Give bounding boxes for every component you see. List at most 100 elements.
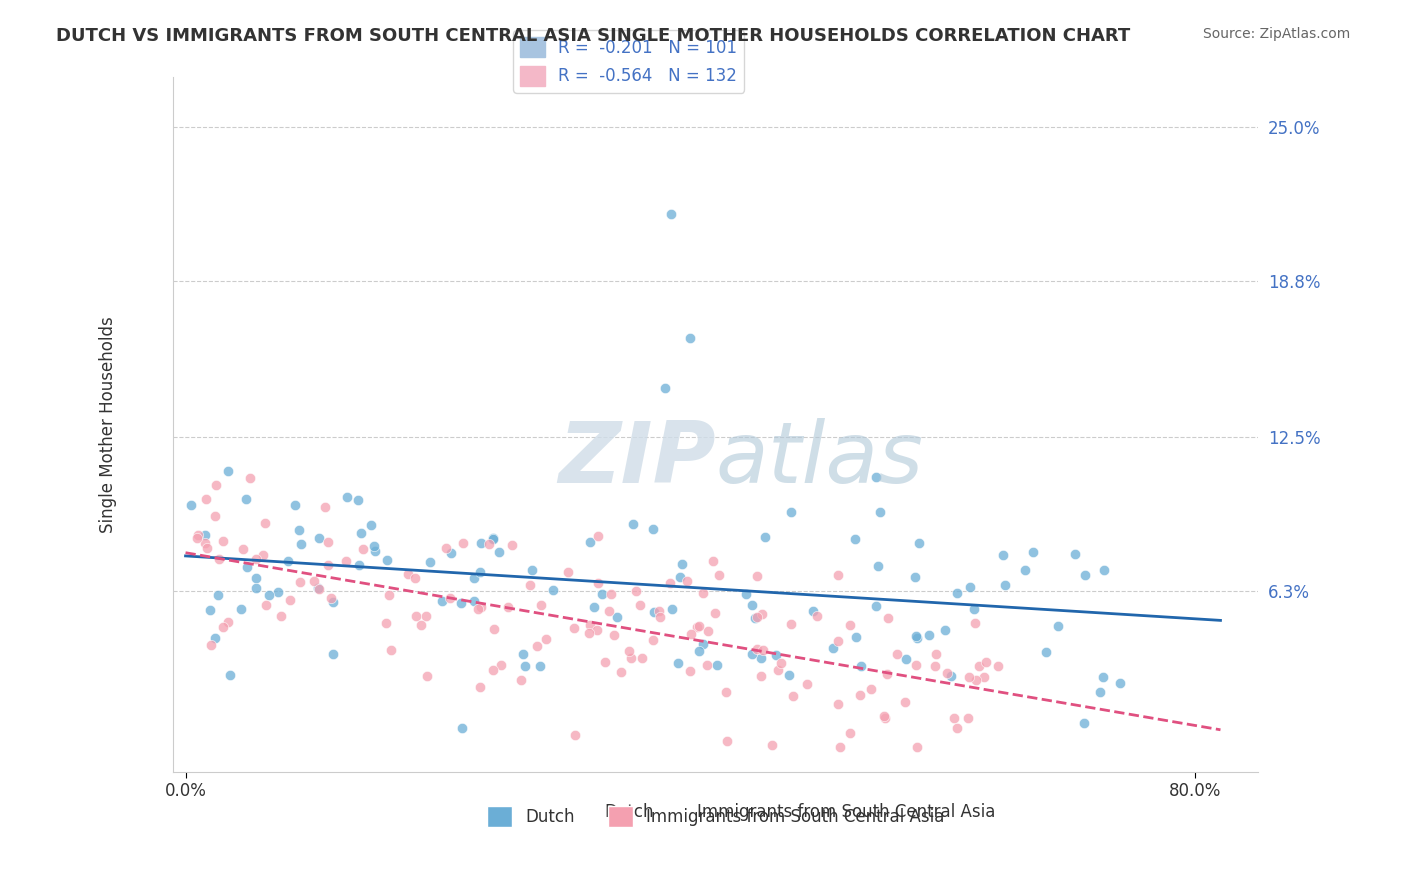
Point bbox=[751, 669, 773, 683]
Point bbox=[308, 582, 330, 596]
Point bbox=[620, 650, 643, 665]
Point bbox=[946, 586, 969, 600]
Point bbox=[478, 536, 501, 550]
Point bbox=[603, 628, 626, 642]
Point bbox=[416, 669, 439, 683]
Point bbox=[482, 532, 505, 546]
Point bbox=[513, 659, 536, 673]
Point bbox=[671, 557, 693, 571]
Point bbox=[180, 498, 202, 512]
Point bbox=[754, 530, 776, 544]
Point bbox=[617, 644, 640, 658]
Point bbox=[322, 595, 344, 609]
Point bbox=[1073, 716, 1095, 731]
Point bbox=[685, 620, 707, 634]
Point bbox=[844, 533, 866, 547]
Point bbox=[654, 380, 676, 394]
Point bbox=[187, 528, 209, 542]
Point bbox=[450, 596, 472, 610]
Point bbox=[468, 565, 491, 579]
Point bbox=[796, 676, 818, 690]
Point bbox=[768, 663, 790, 677]
Point bbox=[765, 648, 787, 662]
Point bbox=[578, 626, 600, 640]
Point bbox=[287, 523, 309, 537]
Point bbox=[780, 505, 803, 519]
Point bbox=[360, 518, 382, 533]
Point bbox=[865, 470, 887, 484]
Point bbox=[591, 587, 613, 601]
Y-axis label: Single Mother Households: Single Mother Households bbox=[100, 317, 117, 533]
Point bbox=[666, 656, 689, 670]
Point bbox=[628, 598, 651, 612]
Point bbox=[747, 568, 769, 582]
Point bbox=[631, 651, 654, 665]
Point bbox=[254, 598, 277, 612]
Point bbox=[363, 544, 385, 558]
Point bbox=[308, 531, 330, 545]
Point bbox=[510, 673, 533, 687]
Point bbox=[991, 548, 1014, 562]
Point bbox=[579, 534, 602, 549]
Point bbox=[195, 492, 218, 507]
Point bbox=[839, 726, 862, 740]
Point bbox=[905, 740, 928, 755]
Point bbox=[470, 535, 492, 549]
Point bbox=[1047, 618, 1070, 632]
Point bbox=[186, 531, 208, 545]
Point bbox=[470, 600, 492, 615]
Point bbox=[440, 546, 463, 560]
Point bbox=[451, 535, 474, 549]
Point bbox=[198, 603, 221, 617]
Point bbox=[363, 539, 385, 553]
Point bbox=[704, 607, 727, 621]
Point bbox=[877, 611, 900, 625]
Point bbox=[598, 604, 620, 618]
Point bbox=[905, 631, 928, 645]
Point bbox=[316, 534, 339, 549]
Point bbox=[236, 560, 259, 574]
Point bbox=[904, 657, 927, 672]
Point bbox=[405, 608, 427, 623]
Point bbox=[526, 639, 548, 653]
Point bbox=[245, 551, 267, 566]
Point bbox=[735, 586, 758, 600]
Point bbox=[974, 655, 997, 669]
Point bbox=[217, 615, 239, 629]
Point bbox=[957, 711, 980, 725]
Text: Dutch: Dutch bbox=[605, 803, 654, 821]
Point bbox=[217, 464, 239, 478]
Point bbox=[942, 711, 965, 725]
Point bbox=[679, 331, 702, 345]
Point bbox=[965, 673, 987, 687]
Point bbox=[347, 558, 370, 573]
Point bbox=[349, 525, 371, 540]
Point bbox=[432, 594, 454, 608]
Point bbox=[973, 670, 995, 684]
Point bbox=[641, 522, 664, 536]
Point bbox=[679, 665, 702, 679]
Point bbox=[1035, 645, 1057, 659]
Point bbox=[716, 733, 738, 747]
Point bbox=[205, 477, 228, 491]
Point bbox=[374, 615, 396, 630]
Point bbox=[270, 609, 292, 624]
Point bbox=[207, 588, 229, 602]
Point bbox=[314, 500, 336, 514]
Point bbox=[827, 568, 849, 582]
Point bbox=[1074, 568, 1097, 582]
Point bbox=[522, 563, 544, 577]
Point bbox=[801, 604, 824, 618]
Point bbox=[744, 610, 766, 624]
Point bbox=[962, 602, 984, 616]
Point bbox=[1092, 563, 1115, 577]
Point bbox=[849, 688, 872, 702]
Point bbox=[669, 570, 692, 584]
Point bbox=[965, 615, 987, 630]
Point bbox=[252, 548, 274, 562]
Point bbox=[586, 528, 609, 542]
Point bbox=[770, 656, 793, 670]
Point bbox=[245, 581, 267, 595]
Point bbox=[661, 601, 683, 615]
Point bbox=[741, 647, 763, 661]
